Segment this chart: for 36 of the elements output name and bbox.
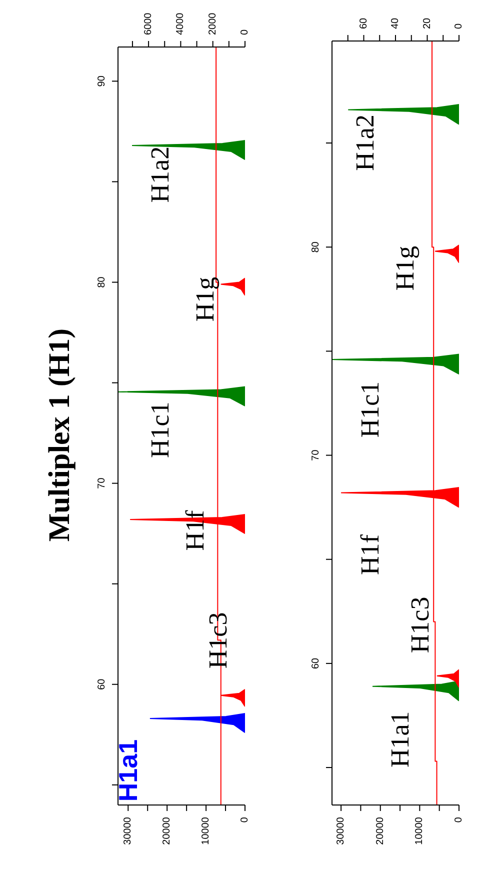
x2-tick-label: 20 xyxy=(422,17,433,29)
annotation: H1c1 xyxy=(146,402,174,458)
x-tick-label: 0 xyxy=(240,816,250,823)
annotation: H1a1 xyxy=(386,711,414,768)
x2-tick-label: 0 xyxy=(454,23,464,29)
x2-tick-label: 6000 xyxy=(143,12,154,35)
y-tick-label: 80 xyxy=(310,241,322,253)
text: Multiplex 1 (H1) xyxy=(42,327,77,544)
annotation: H1f xyxy=(180,510,210,551)
x2-tick-label: 0 xyxy=(240,29,250,35)
x-tick-label: 20000 xyxy=(162,816,173,845)
x-tick-label: 0 xyxy=(454,816,464,823)
x-tick-label: 10000 xyxy=(414,816,426,845)
annotation: H1a2 xyxy=(146,146,174,203)
annotation: H1c1 xyxy=(356,381,384,438)
x-tick-label: 10000 xyxy=(200,816,212,845)
y-tick-label: 90 xyxy=(96,75,108,87)
y-tick-label: 80 xyxy=(96,276,108,288)
y-tick-label: 70 xyxy=(310,449,322,461)
annotation: H1a2 xyxy=(350,114,380,171)
y-tick-label: 60 xyxy=(310,657,322,670)
annotation: H1g xyxy=(390,246,420,291)
x-tick-label: 30000 xyxy=(122,816,134,845)
x-tick-label: 30000 xyxy=(336,816,347,845)
x2-tick-label: 2000 xyxy=(207,12,218,35)
x2-tick-label: 4000 xyxy=(175,12,186,35)
annotation: H1c3 xyxy=(406,596,434,654)
y-tick-label: 70 xyxy=(96,477,108,489)
x2-tick-label: 60 xyxy=(358,17,370,29)
annotation: H1a1 xyxy=(113,739,143,802)
x2-tick-label: 40 xyxy=(390,17,401,29)
annotation: H1g xyxy=(190,276,220,322)
y-tick-label: 60 xyxy=(96,678,108,690)
x-tick-label: 20000 xyxy=(374,816,386,845)
annotation: H1c3 xyxy=(204,612,232,669)
annotation: H1f xyxy=(356,534,384,575)
